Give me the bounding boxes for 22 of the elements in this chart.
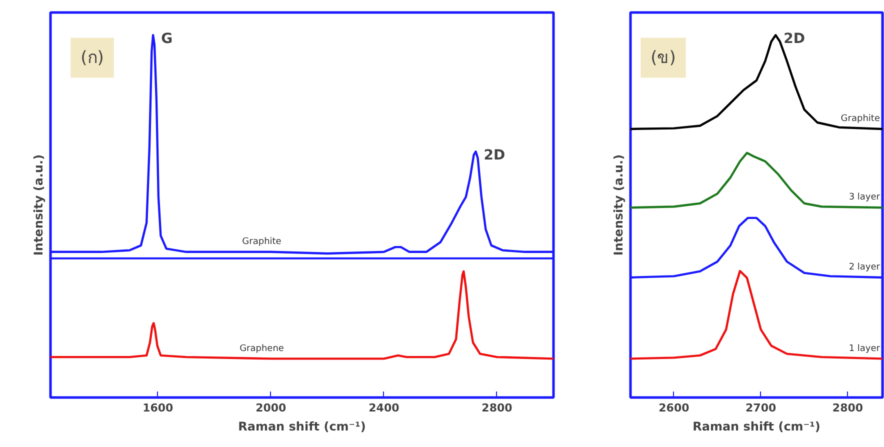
x-tick-label: 2700 [746,402,776,414]
series-label: 1 layer [848,344,880,354]
series-label: Graphite [840,114,880,124]
series-label: Graphite [242,237,282,248]
x-tick-label: 2000 [256,402,287,414]
series-label: Graphene [240,344,284,354]
annotation: G [161,31,173,48]
x-tick-label: 1600 [142,402,174,414]
series-label: 2 layer [848,262,880,273]
annotation: (ก) [80,48,104,68]
x-axis-title: Raman shift (cm⁻¹) [238,420,366,434]
annotation: 2D [784,31,805,48]
series-label: 3 layer [848,192,880,203]
x-tick-label: 2600 [658,402,690,414]
x-tick-label: 2800 [482,402,513,414]
x-tick-label: 2800 [832,402,864,414]
annotation: (ข) [650,48,676,68]
y-axis-title: Intensity (a.u.) [612,154,626,256]
x-tick-label: 2400 [368,402,400,414]
x-axis-title: Raman shift (cm⁻¹) [692,420,820,434]
annotation: 2D [484,148,506,164]
y-axis-title: Intensity (a.u.) [32,154,46,256]
